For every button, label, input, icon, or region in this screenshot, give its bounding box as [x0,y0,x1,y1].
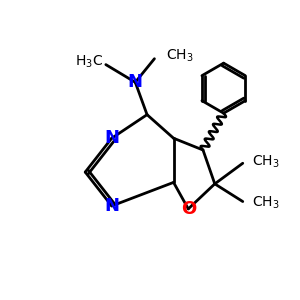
Text: O: O [181,200,196,218]
Text: CH$_3$: CH$_3$ [252,195,279,211]
Text: H$_3$C: H$_3$C [75,53,103,70]
Text: CH$_3$: CH$_3$ [252,154,279,170]
Text: N: N [104,129,119,147]
Text: N: N [104,197,119,215]
Text: CH$_3$: CH$_3$ [166,48,193,64]
Text: N: N [128,73,143,91]
